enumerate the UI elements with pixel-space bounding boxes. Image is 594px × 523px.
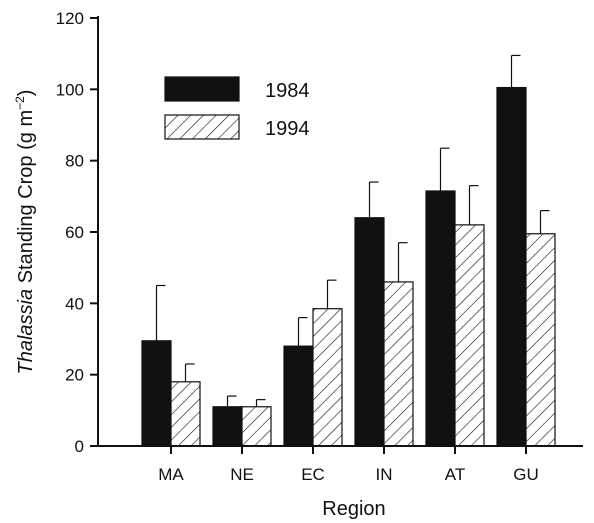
bar-1994-GU (525, 233, 556, 447)
x-tick-label: NE (230, 465, 254, 484)
bar-1984-MA (141, 340, 172, 447)
y-axis-label: Thalassia Standing Crop (g m−2) (13, 90, 37, 375)
bar-1994-MA (170, 381, 201, 447)
y-axis-label-close: ) (15, 90, 37, 97)
y-axis-label-superscript: −2 (13, 96, 27, 110)
y-axis-label-text: Standing Crop (g m (15, 110, 37, 289)
bar-1984-AT (425, 190, 456, 447)
x-tick-label: GU (513, 465, 539, 484)
plot-area: 0 20 40 60 80 100 120 MA NE EC IN AT GU 1984 1994 (56, 9, 583, 484)
bar-1984-NE (212, 406, 243, 447)
bar-1994-EC (312, 308, 343, 447)
legend-label: 1994 (265, 118, 310, 140)
y-axis-label-italic: Thalassia (15, 289, 37, 375)
bar-1994-AT (454, 224, 485, 447)
bar-1994-NE (241, 406, 272, 447)
y-tick-label: 0 (75, 437, 84, 456)
bar-1984-GU (496, 86, 527, 447)
y-tick-label: 20 (65, 366, 84, 385)
legend-label: 1984 (265, 80, 310, 102)
y-tick-label: 100 (56, 80, 84, 99)
x-tick-label: MA (158, 465, 184, 484)
x-tick-label: EC (301, 465, 325, 484)
bar-1994-IN (383, 281, 414, 447)
legend-swatch-1984 (164, 76, 240, 102)
legend-swatch-1994 (164, 114, 240, 140)
x-tick-label: IN (376, 465, 393, 484)
x-axis-label: Region (322, 498, 385, 520)
y-tick-label: 80 (65, 152, 84, 171)
bar-1984-EC (283, 345, 314, 447)
y-tick-label: 120 (56, 9, 84, 28)
y-tick-label: 40 (65, 294, 84, 313)
bar-1984-IN (354, 217, 385, 447)
x-tick-label: AT (445, 465, 465, 484)
y-tick-label: 60 (65, 223, 84, 242)
